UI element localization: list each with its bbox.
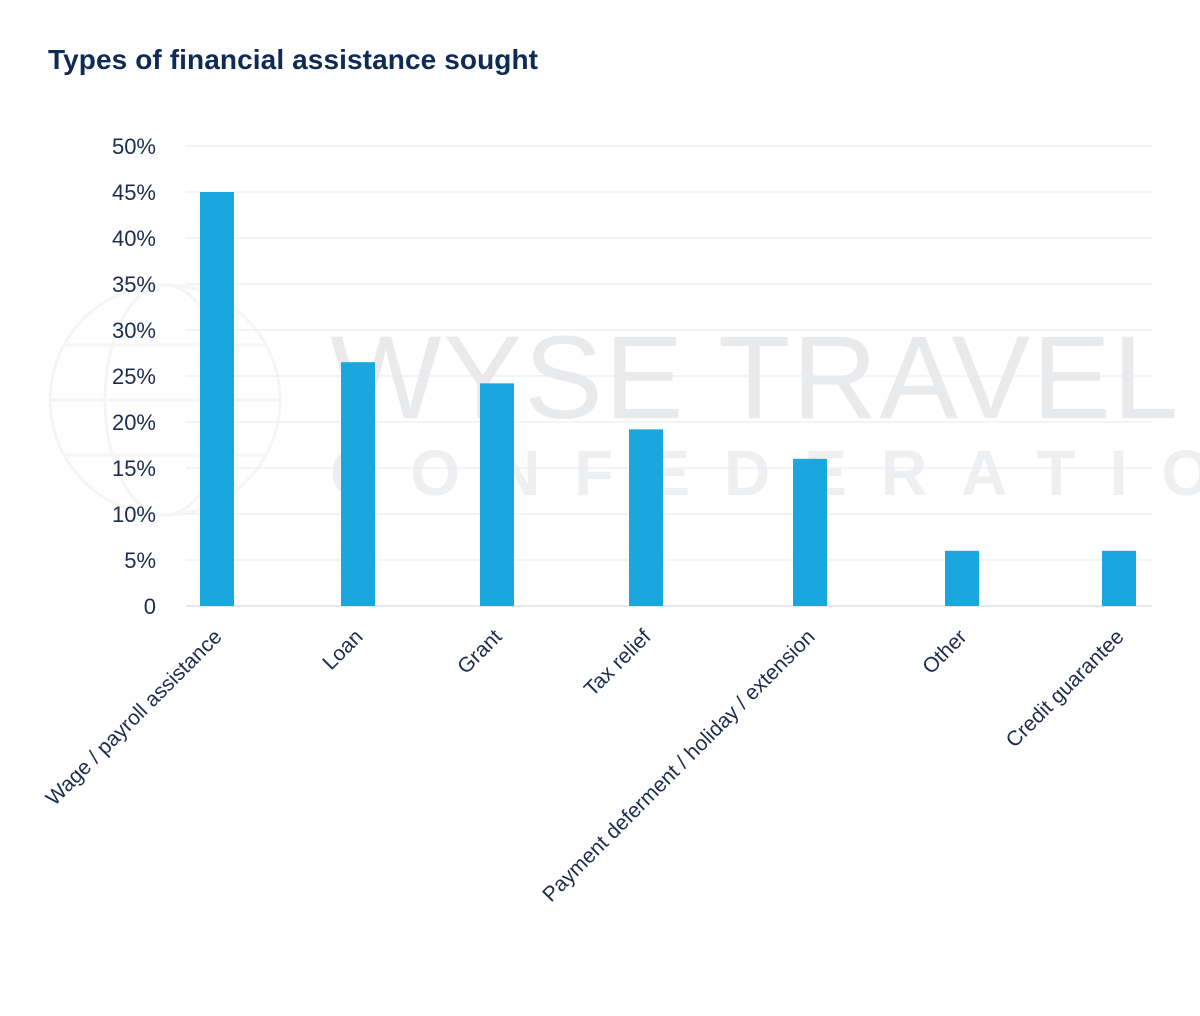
y-tick-label: 20% [112,410,156,435]
bar [341,362,375,606]
bar [1102,550,1136,606]
y-tick-label: 35% [112,272,156,297]
x-tick-label: Loan [318,625,367,674]
y-tick-label: 40% [112,226,156,251]
y-tick-label: 10% [112,502,156,527]
y-tick-label: 15% [112,456,156,481]
chart-title: Types of financial assistance sought [48,44,539,75]
bar [480,383,514,606]
bar [629,429,663,606]
bar [200,192,234,606]
y-tick-label: 25% [112,364,156,389]
x-tick-label: Other [918,625,971,678]
x-tick-label: Credit guarantee [1002,625,1129,752]
bar [945,550,979,606]
y-tick-label: 50% [112,134,156,159]
y-tick-label: 5% [124,548,156,573]
x-tick-label: Tax relief [580,625,656,701]
y-tick-label: 45% [112,180,156,205]
x-tick-label: Wage / payroll assistance [42,625,227,810]
y-tick-label: 30% [112,318,156,343]
x-tick-label: Payment deferment / holiday / extension [538,625,819,906]
x-tick-label: Grant [453,625,507,679]
y-tick-label: 0 [144,594,156,619]
bar [793,458,827,606]
